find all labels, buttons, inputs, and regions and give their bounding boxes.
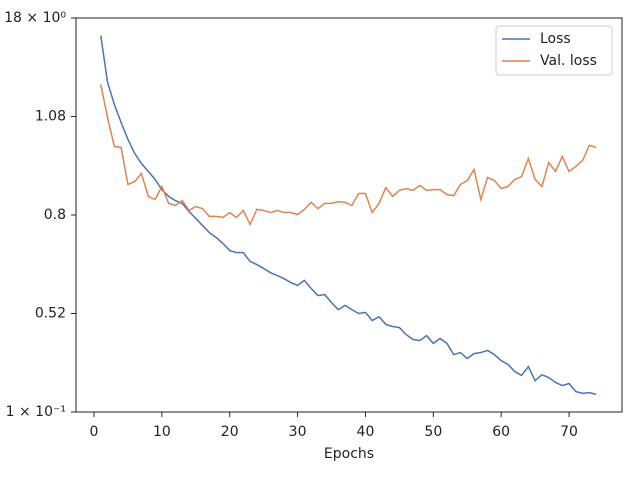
y-tick-label: 1 × 10⁻¹ (6, 404, 66, 420)
x-axis-label: Epochs (324, 446, 374, 462)
x-tick-label: 10 (153, 424, 171, 440)
x-tick-label: 20 (221, 424, 239, 440)
x-tick-label: 70 (560, 424, 578, 440)
series-line (100, 84, 597, 227)
legend-label: Loss (540, 31, 571, 47)
plot-frame (75, 17, 623, 413)
y-tick-label: 18 × 10⁰ (4, 10, 66, 26)
x-tick-label: 30 (289, 424, 307, 440)
legend-label: Val. loss (540, 53, 597, 69)
x-tick-label: 0 (90, 424, 99, 440)
x-tick-label: 60 (492, 424, 510, 440)
y-tick-label: 0.8 (44, 207, 66, 223)
x-tick-label: 40 (357, 424, 375, 440)
x-tick-label: 50 (424, 424, 442, 440)
y-tick-label: 1.08 (35, 109, 66, 125)
series-line (100, 35, 597, 396)
y-tick-label: 0.52 (35, 306, 66, 322)
